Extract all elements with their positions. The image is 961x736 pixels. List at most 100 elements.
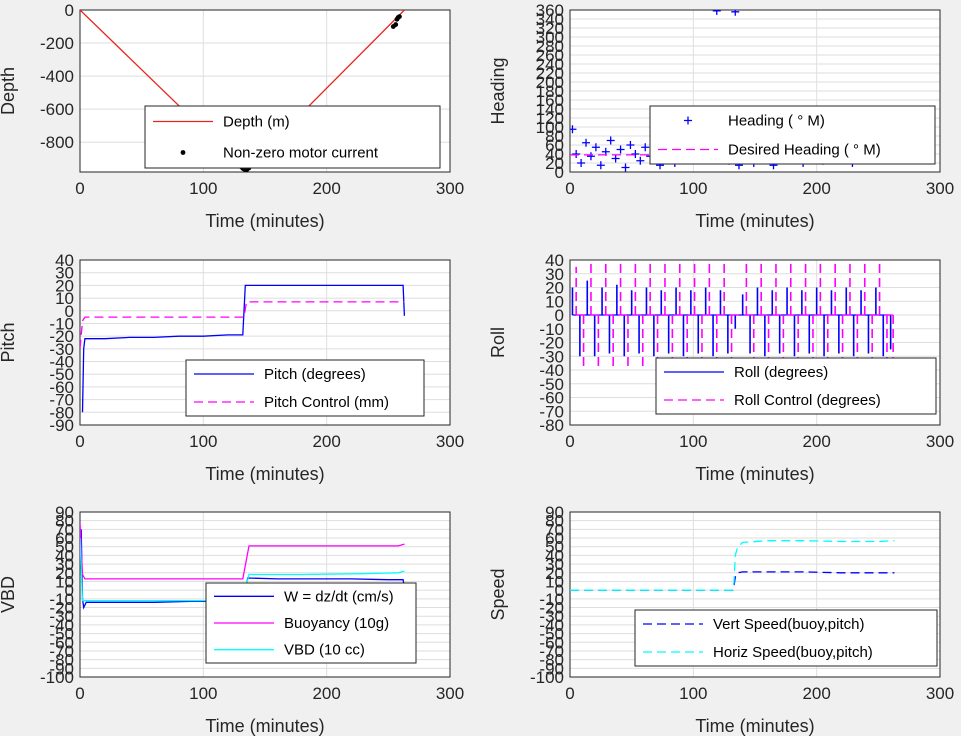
y-tick-label: -70 (539, 642, 564, 661)
y-tick-label: 20 (545, 564, 564, 583)
y-tick-label: 40 (55, 251, 74, 270)
y-axis-label: Pitch (0, 322, 18, 362)
y-tick-label: 40 (55, 546, 74, 565)
y-tick-label: 50 (55, 538, 74, 557)
y-tick-label: 90 (55, 503, 74, 522)
y-tick-label: 0 (65, 581, 74, 600)
legend-label: Depth (m) (223, 114, 290, 131)
y-tick-label: -60 (539, 633, 564, 652)
y-tick-label: -50 (539, 625, 564, 644)
y-tick-label: 80 (55, 512, 74, 531)
series-depth-1-point (393, 22, 399, 27)
y-tick-label: -70 (49, 391, 74, 410)
x-tick-label: 100 (679, 432, 707, 451)
x-tick-label: 300 (436, 179, 464, 198)
y-tick-label: -800 (40, 133, 74, 152)
x-tick-label: 200 (312, 432, 340, 451)
y-tick-label: -90 (49, 659, 74, 678)
y-tick-label: 120 (536, 109, 564, 128)
chart-roll: 0 100 200 300403020100-10-20-30-40-50-60-70… (488, 251, 954, 484)
x-tick-label: 300 (436, 684, 464, 703)
y-tick-label: -100 (40, 668, 74, 687)
x-tick-label: 0 (75, 179, 84, 198)
x-tick-label: 0 (565, 179, 574, 198)
y-tick-label: 20 (55, 564, 74, 583)
series-heading-0-point (591, 143, 600, 152)
series-heading-0-point (712, 10, 721, 15)
series-speed-0-line (570, 571, 895, 591)
series-heading-0-point (582, 138, 591, 147)
x-tick-label: 200 (312, 684, 340, 703)
series-heading-0-point (570, 125, 577, 134)
y-tick-label: 10 (55, 572, 74, 591)
y-tick-label: 40 (545, 145, 564, 164)
legend-box (144, 105, 441, 169)
y-tick-label: -80 (539, 416, 564, 435)
legend-box (649, 105, 936, 165)
chart-speed: 0 100 200 3009080706050403020100-10-20-30-4… (488, 503, 954, 736)
y-tick-label: -70 (49, 642, 74, 661)
chart-pitch: 0 100 200 300403020100-10-20-30-40-50-60-70… (0, 251, 464, 484)
y-tick-label: -80 (49, 651, 74, 670)
series-heading-0-point (631, 150, 640, 158)
x-tick-label: 200 (802, 432, 830, 451)
y-tick-label: 0 (65, 302, 74, 321)
series-heading-0-point (641, 143, 650, 152)
chart-heading: 0 100 200 300020406080100120140160180200220… (488, 1, 954, 231)
series-speed-1-line (570, 540, 895, 591)
y-axis-label: Speed (488, 568, 508, 620)
legend: Vert Speed(buoy,pitch) Horiz Speed(buoy,p… (634, 609, 938, 667)
y-tick-label: 360 (536, 1, 564, 20)
legend-label: Vert Speed(buoy,pitch) (713, 616, 864, 633)
y-tick-label: 30 (55, 264, 74, 283)
series-layer (80, 284, 406, 413)
x-tick-label: 100 (679, 684, 707, 703)
x-tick-label: 200 (802, 179, 830, 198)
series-heading-0-point (621, 163, 630, 172)
y-tick-label: -60 (49, 633, 74, 652)
y-tick-label: 20 (545, 154, 564, 173)
y-tick-label: 0 (555, 163, 564, 182)
x-tick-label: 300 (926, 432, 954, 451)
y-tick-label: -20 (49, 327, 74, 346)
x-axis-label: Time (minutes) (695, 464, 814, 484)
y-tick-label: 340 (536, 10, 564, 29)
y-tick-label: 90 (545, 503, 564, 522)
y-tick-label: -30 (539, 607, 564, 626)
series-heading-0-point (616, 145, 625, 154)
series-heading-0-point (731, 10, 740, 16)
series-heading-0-point (606, 136, 615, 145)
legend-marker (180, 150, 186, 155)
y-tick-label: -10 (539, 320, 564, 339)
x-tick-label: 100 (189, 179, 217, 198)
y-tick-label: 10 (55, 289, 74, 308)
legend-box (185, 359, 425, 417)
y-tick-label: -80 (539, 651, 564, 670)
y-tick-label: 10 (545, 572, 564, 591)
y-tick-label: 320 (536, 19, 564, 38)
legend: Heading ( ° M) Desired Heading ( ° M) (649, 105, 936, 165)
y-axis-label: Heading (488, 57, 508, 124)
y-tick-label: -40 (49, 353, 74, 372)
series-heading-0-point (586, 152, 595, 161)
x-axis-label: Time (minutes) (205, 464, 324, 484)
x-tick-label: 0 (565, 432, 574, 451)
legend-label: Buoyancy (10g) (284, 615, 389, 632)
y-tick-label: 220 (536, 64, 564, 83)
legend-label: Desired Heading ( ° M) (728, 142, 881, 159)
legend-label: Heading ( ° M) (728, 113, 825, 130)
y-tick-label: -10 (539, 590, 564, 609)
y-axis-label: VBD (0, 576, 18, 613)
y-tick-label: 60 (545, 529, 564, 548)
series-heading-0-point (611, 154, 620, 163)
x-tick-label: 100 (679, 179, 707, 198)
y-tick-label: 40 (545, 546, 564, 565)
series-vbd-1-line (80, 522, 405, 580)
y-tick-label: 30 (545, 265, 564, 284)
y-tick-label: 200 (536, 73, 564, 92)
y-axis-label: Roll (488, 327, 508, 358)
y-tick-label: -400 (40, 67, 74, 86)
legend-label: Non-zero motor current (223, 145, 379, 162)
x-tick-label: 200 (312, 179, 340, 198)
y-tick-label: 60 (55, 529, 74, 548)
